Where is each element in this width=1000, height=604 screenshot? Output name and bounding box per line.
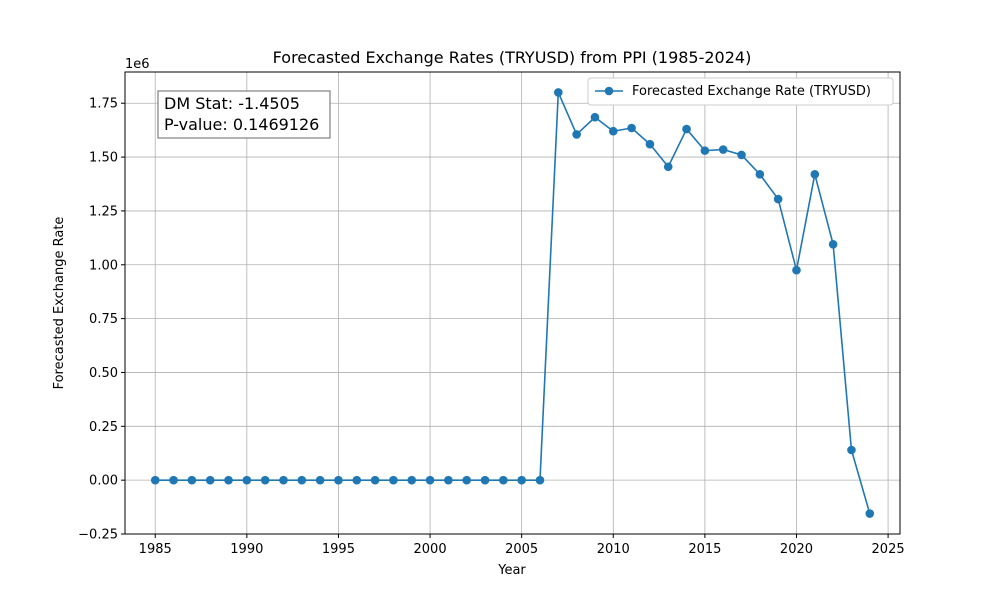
data-point — [810, 170, 820, 179]
x-axis-title: Year — [497, 563, 526, 578]
y-tick-label: 0.75 — [89, 312, 118, 327]
y-tick-label: −0.25 — [78, 528, 118, 543]
y-tick-label: 1.75 — [89, 97, 118, 112]
x-tick-label: 1995 — [322, 542, 355, 557]
data-point — [847, 445, 856, 455]
data-point — [773, 194, 783, 204]
y-axis-ticks: −0.25 0.00 0.25 0.50 0.75 1.00 1.25 1.50 1.75 — [78, 97, 125, 543]
data-point — [663, 162, 673, 172]
legend: Forecasted Exchange Rate (TRYUSD) — [587, 77, 894, 106]
data-point — [315, 475, 325, 485]
data-point — [187, 475, 197, 485]
legend-label: Forecasted Exchange Rate (TRYUSD) — [632, 84, 871, 99]
data-point — [682, 124, 691, 134]
data-point — [792, 265, 801, 275]
data-point — [499, 475, 508, 485]
y-axis-title: Forecasted Exchange Rate — [52, 217, 67, 390]
data-point — [865, 509, 875, 518]
x-axis-ticks: 1985 1990 1995 2000 2005 2010 2015 2020 2025 — [139, 534, 905, 557]
data-point — [260, 475, 270, 485]
x-tick-label: 2000 — [414, 542, 447, 557]
data-point — [444, 475, 453, 485]
data-point — [407, 475, 417, 485]
data-point — [554, 88, 563, 97]
data-point — [150, 475, 160, 485]
data-point — [297, 475, 307, 485]
series-layer — [150, 88, 875, 518]
chart-title: Forecasted Exchange Rates (TRYUSD) from … — [273, 48, 752, 67]
data-point — [334, 475, 343, 485]
data-point — [169, 475, 178, 485]
data-point — [645, 139, 655, 149]
y-tick-label: 0.00 — [89, 474, 118, 489]
x-tick-label: 2005 — [505, 542, 538, 557]
axes-frame — [124, 71, 901, 535]
data-point — [608, 126, 618, 136]
data-point — [352, 475, 362, 485]
x-tick-label: 1985 — [139, 542, 172, 557]
y-tick-label: 1.00 — [89, 258, 118, 273]
y-tick-label: 1.50 — [89, 151, 118, 166]
y-tick-label: 0.50 — [89, 366, 118, 381]
data-point — [535, 475, 545, 485]
data-point — [718, 145, 728, 154]
x-tick-label: 1990 — [230, 542, 263, 557]
y-tick-label: 1.25 — [89, 204, 118, 219]
data-point — [755, 170, 765, 179]
x-tick-label: 2020 — [780, 542, 813, 557]
dm-stat-text: DM Stat: -1.4505 — [164, 94, 300, 113]
stats-annotation-box — [157, 90, 331, 139]
data-point — [370, 475, 380, 485]
legend-marker-swatch — [604, 86, 614, 96]
data-point — [205, 475, 215, 485]
x-tick-label: 2025 — [872, 542, 905, 557]
data-point — [389, 475, 398, 485]
data-point — [517, 475, 526, 485]
data-point — [242, 475, 252, 485]
data-point — [828, 240, 838, 249]
y-offset-label: 1e6 — [125, 57, 150, 72]
x-tick-label: 2015 — [688, 542, 721, 557]
data-point — [737, 150, 746, 160]
data-point — [627, 123, 636, 133]
legend-box — [587, 77, 894, 106]
series-line — [155, 91, 871, 514]
p-value-text: P-value: 0.1469126 — [164, 115, 319, 134]
y-tick-label: 0.25 — [89, 420, 118, 435]
data-point — [590, 112, 600, 122]
data-point — [279, 475, 288, 485]
data-point — [572, 130, 581, 139]
data-point — [425, 475, 435, 485]
data-point — [462, 475, 471, 485]
data-point — [480, 475, 490, 485]
data-point — [224, 475, 233, 485]
stats-annotation: DM Stat: -1.4505 P-value: 0.1469126 — [157, 90, 331, 139]
data-point — [700, 146, 710, 155]
x-tick-label: 2010 — [597, 542, 630, 557]
